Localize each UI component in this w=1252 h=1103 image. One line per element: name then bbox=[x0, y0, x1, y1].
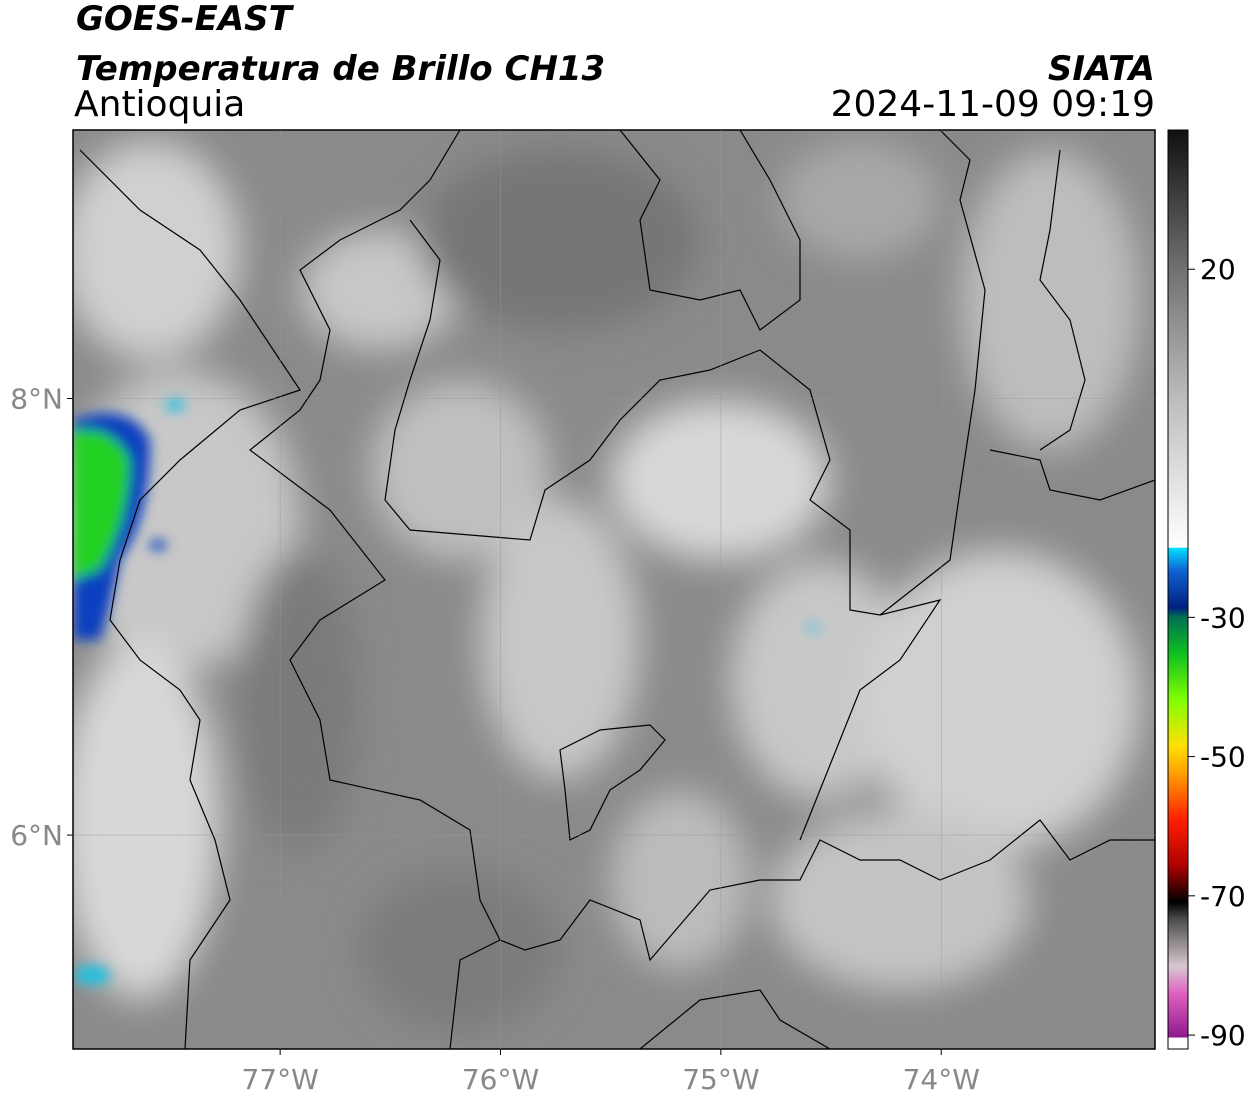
map-frame bbox=[72, 129, 1156, 1050]
subtitle: Temperatura de Brillo CH13 bbox=[76, 49, 605, 89]
y-tick-label: 6°N bbox=[10, 819, 63, 852]
x-tick-label: 74°W bbox=[903, 1063, 980, 1096]
colorbar-tick-label: -50 bbox=[1200, 741, 1246, 774]
colorbar-tick-label: 20 bbox=[1200, 253, 1236, 286]
colorbar-tick-label: -30 bbox=[1200, 601, 1246, 634]
region: Antioquia bbox=[74, 84, 245, 125]
colorbar-tick-label: -70 bbox=[1200, 880, 1246, 913]
colorbar bbox=[1167, 129, 1189, 1050]
y-tick-label: 8°N bbox=[10, 382, 63, 415]
satellite-image bbox=[73, 130, 1155, 1049]
x-tick-label: 75°W bbox=[682, 1063, 759, 1096]
x-tick-label: 76°W bbox=[462, 1063, 539, 1096]
title: GOES-EAST bbox=[76, 0, 295, 39]
colorbar-tick-label: -90 bbox=[1200, 1019, 1246, 1052]
timestamp: 2024-11-09 09:19 bbox=[831, 84, 1155, 125]
source: SIATA bbox=[1048, 49, 1155, 89]
x-tick-label: 77°W bbox=[241, 1063, 318, 1096]
boundaries bbox=[79, 130, 1155, 1049]
